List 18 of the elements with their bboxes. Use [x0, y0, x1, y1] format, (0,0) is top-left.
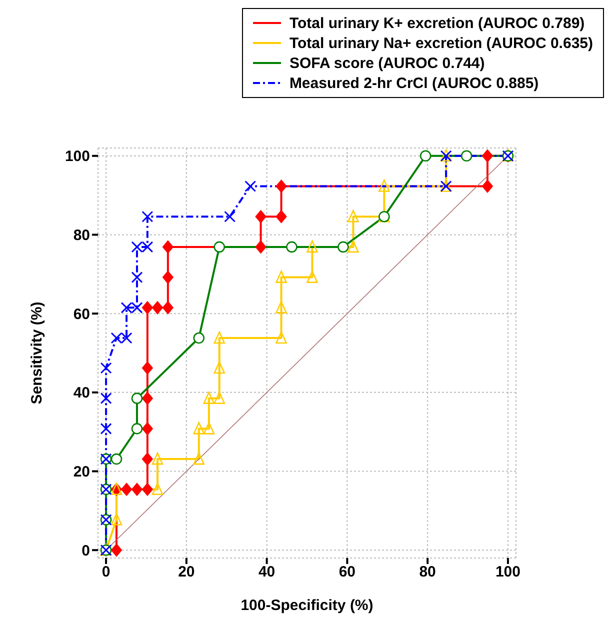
y-tick-label: 20: [73, 464, 90, 481]
y-tick-label: 60: [73, 306, 90, 323]
y-tick-label: 40: [73, 384, 90, 402]
x-tick-label: 40: [258, 564, 276, 581]
x-tick-label: 100: [495, 564, 520, 581]
legend-label: Total urinary K+ excretion (AUROC 0.789): [289, 14, 585, 32]
y-tick-label: 80: [73, 227, 90, 244]
x-axis-title: 100-Specificity (%): [240, 597, 374, 614]
y-axis-title: Sensitivity (%): [28, 302, 46, 404]
legend-label: Total urinary Na+ excretion (AUROC 0.635): [289, 34, 593, 52]
y-tick-label: 100: [64, 148, 90, 166]
legend-label: Measured 2-hr CrCl (AUROC 0.885): [289, 74, 539, 92]
legend-label: SOFA score (AUROC 0.744): [289, 54, 485, 72]
x-tick-label: 60: [338, 564, 356, 581]
x-tick-label: 20: [178, 564, 195, 581]
y-tick-label: 0: [82, 542, 90, 560]
x-tick-label: 0: [102, 564, 110, 581]
x-tick-label: 80: [419, 564, 436, 581]
